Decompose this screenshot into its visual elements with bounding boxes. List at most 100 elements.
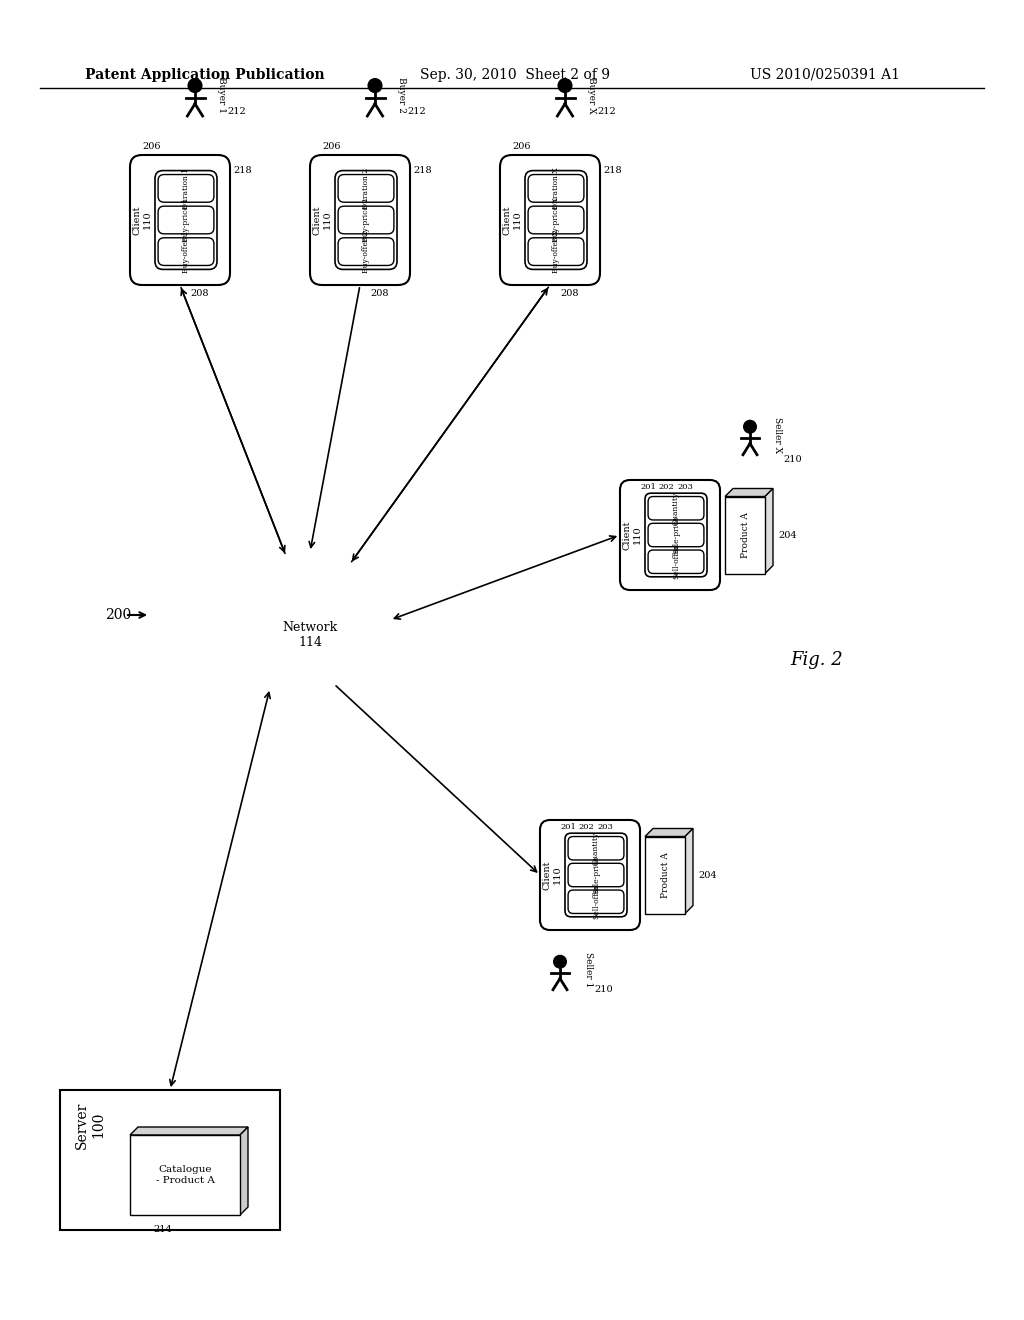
Text: 218: 218 xyxy=(603,166,622,176)
FancyBboxPatch shape xyxy=(158,206,214,234)
Text: 208: 208 xyxy=(371,289,389,298)
FancyBboxPatch shape xyxy=(338,174,394,202)
Circle shape xyxy=(188,79,202,92)
Text: Product A: Product A xyxy=(660,853,670,898)
Text: Buyer 1: Buyer 1 xyxy=(217,77,226,114)
Text: Buyer X: Buyer X xyxy=(587,77,596,114)
Text: Duration 2: Duration 2 xyxy=(362,168,370,209)
FancyBboxPatch shape xyxy=(568,837,624,859)
Text: 204: 204 xyxy=(698,870,717,879)
Text: 208: 208 xyxy=(190,289,209,298)
Text: Product A: Product A xyxy=(740,512,750,558)
Circle shape xyxy=(314,583,386,656)
Text: Duration X: Duration X xyxy=(552,168,560,209)
Text: Client
110: Client 110 xyxy=(503,205,521,235)
Text: 202: 202 xyxy=(658,483,675,491)
FancyBboxPatch shape xyxy=(540,820,640,931)
FancyBboxPatch shape xyxy=(528,206,584,234)
Bar xyxy=(645,837,685,913)
Text: Client
110: Client 110 xyxy=(623,520,642,549)
Circle shape xyxy=(234,583,306,656)
FancyBboxPatch shape xyxy=(155,170,217,269)
Text: 212: 212 xyxy=(597,107,615,116)
Text: Network
114: Network 114 xyxy=(283,620,338,649)
Polygon shape xyxy=(240,1127,248,1214)
Polygon shape xyxy=(725,488,773,496)
Text: 212: 212 xyxy=(227,107,246,116)
Circle shape xyxy=(554,956,566,968)
Text: 208: 208 xyxy=(561,289,580,298)
Text: Seller X: Seller X xyxy=(773,417,782,453)
Polygon shape xyxy=(130,1127,248,1135)
Polygon shape xyxy=(645,829,693,837)
Bar xyxy=(60,1090,280,1230)
FancyBboxPatch shape xyxy=(310,154,410,285)
FancyBboxPatch shape xyxy=(338,206,394,234)
Text: 201: 201 xyxy=(640,483,656,491)
Text: 203: 203 xyxy=(597,824,613,832)
Text: Buy-offer 1: Buy-offer 1 xyxy=(182,230,190,273)
FancyBboxPatch shape xyxy=(620,480,720,590)
FancyBboxPatch shape xyxy=(648,496,703,520)
FancyBboxPatch shape xyxy=(158,238,214,265)
Text: 201: 201 xyxy=(560,824,577,832)
Text: 206: 206 xyxy=(323,143,341,150)
FancyBboxPatch shape xyxy=(335,170,397,269)
FancyBboxPatch shape xyxy=(525,170,587,269)
Text: 206: 206 xyxy=(142,143,161,150)
Circle shape xyxy=(558,79,571,92)
Text: Buy-price 2: Buy-price 2 xyxy=(362,198,370,242)
Text: Quantity: Quantity xyxy=(672,491,680,525)
FancyBboxPatch shape xyxy=(158,174,214,202)
Text: Sep. 30, 2010  Sheet 2 of 9: Sep. 30, 2010 Sheet 2 of 9 xyxy=(420,69,610,82)
Text: 206: 206 xyxy=(513,143,531,150)
Text: Duration 1: Duration 1 xyxy=(182,168,190,209)
FancyBboxPatch shape xyxy=(500,154,600,285)
Text: Client
110: Client 110 xyxy=(543,861,562,890)
Text: 218: 218 xyxy=(413,166,432,176)
Text: Buyer 2: Buyer 2 xyxy=(397,77,406,114)
Text: 212: 212 xyxy=(407,107,426,116)
FancyBboxPatch shape xyxy=(645,494,707,577)
Text: 210: 210 xyxy=(594,986,612,994)
Text: Sale-price: Sale-price xyxy=(592,855,600,895)
FancyBboxPatch shape xyxy=(565,833,627,917)
Text: 202: 202 xyxy=(579,824,595,832)
Text: 218: 218 xyxy=(233,166,252,176)
Text: Buy-price X: Buy-price X xyxy=(552,198,560,243)
Circle shape xyxy=(296,606,364,673)
FancyBboxPatch shape xyxy=(528,238,584,265)
Text: 204: 204 xyxy=(778,531,797,540)
FancyBboxPatch shape xyxy=(568,863,624,887)
Circle shape xyxy=(256,606,324,673)
Text: Patent Application Publication: Patent Application Publication xyxy=(85,69,325,82)
Text: Server
100: Server 100 xyxy=(75,1101,105,1148)
Bar xyxy=(725,496,765,573)
Polygon shape xyxy=(685,829,693,913)
Text: Sell-offer: Sell-offer xyxy=(672,544,680,579)
Circle shape xyxy=(369,79,382,92)
FancyBboxPatch shape xyxy=(528,174,584,202)
FancyBboxPatch shape xyxy=(130,154,230,285)
Text: Quantity: Quantity xyxy=(592,832,600,865)
Text: Client
110: Client 110 xyxy=(132,205,152,235)
Text: 203: 203 xyxy=(677,483,693,491)
FancyBboxPatch shape xyxy=(648,523,703,546)
FancyBboxPatch shape xyxy=(568,890,624,913)
Text: Buy-price 1: Buy-price 1 xyxy=(182,198,190,242)
Text: 200: 200 xyxy=(105,609,131,622)
Text: Seller 1: Seller 1 xyxy=(584,952,593,987)
FancyBboxPatch shape xyxy=(648,550,703,573)
Circle shape xyxy=(270,587,350,668)
Text: Sell-offer: Sell-offer xyxy=(592,884,600,919)
Text: US 2010/0250391 A1: US 2010/0250391 A1 xyxy=(750,69,900,82)
Text: Catalogue
- Product A: Catalogue - Product A xyxy=(156,1166,214,1185)
Circle shape xyxy=(266,552,354,640)
Text: Client
110: Client 110 xyxy=(312,205,332,235)
Text: Buy-offer 2: Buy-offer 2 xyxy=(362,230,370,273)
Text: Sale-price: Sale-price xyxy=(672,516,680,554)
FancyBboxPatch shape xyxy=(338,238,394,265)
Bar xyxy=(130,1135,240,1214)
Text: 210: 210 xyxy=(783,455,802,465)
Text: 214: 214 xyxy=(154,1225,172,1234)
